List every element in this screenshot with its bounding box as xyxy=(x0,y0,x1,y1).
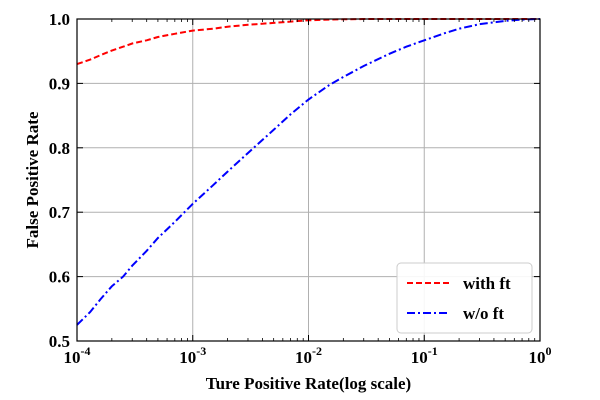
legend-box xyxy=(396,262,533,334)
x-tick-label: 100 xyxy=(529,344,552,367)
legend: with ft w/o ft xyxy=(396,262,533,334)
ticks xyxy=(76,18,541,342)
legend-label: w/o ft xyxy=(463,304,504,323)
x-tick-label: 10-4 xyxy=(64,344,91,367)
y-tick-label: 0.7 xyxy=(49,203,71,222)
y-tick-label: 1.0 xyxy=(49,10,70,29)
x-axis-title: Ture Positive Rate(log scale) xyxy=(206,374,411,393)
x-tick-label: 10-1 xyxy=(411,344,438,367)
series-line-0 xyxy=(76,18,540,66)
y-tick-label: 0.5 xyxy=(49,332,70,351)
x-tick-label: 10-3 xyxy=(179,344,206,367)
y-tick-label: 0.8 xyxy=(49,139,70,158)
legend-label: with ft xyxy=(463,274,511,293)
tick-labels: 10-4 10-3 10-2 10-1 100 0.5 0.6 0.7 0.8 0.9 1.0 xyxy=(49,10,552,367)
x-tick-label: 10-2 xyxy=(295,344,322,367)
y-axis-title: False Positive Rate xyxy=(23,111,42,248)
y-tick-label: 0.6 xyxy=(49,268,70,287)
series-layer xyxy=(76,18,541,326)
y-tick-label: 0.9 xyxy=(49,74,70,93)
series-line-1 xyxy=(76,18,541,326)
